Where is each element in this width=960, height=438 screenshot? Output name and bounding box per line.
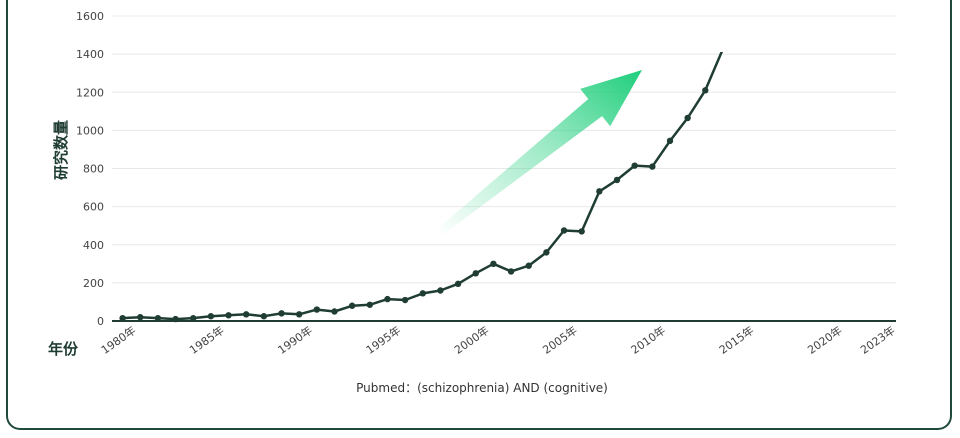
chart-caption: Pubmed：(schizophrenia) AND (cognitive) bbox=[356, 381, 608, 395]
y-tick-label: 1200 bbox=[76, 86, 104, 99]
data-point bbox=[366, 301, 374, 308]
trend-arrow bbox=[437, 70, 642, 236]
data-point bbox=[225, 312, 232, 319]
x-tick-label: 1995年 bbox=[363, 323, 403, 357]
y-tick-label: 600 bbox=[83, 201, 104, 214]
data-point bbox=[260, 313, 268, 320]
data-point bbox=[119, 314, 126, 322]
x-tick-label: 2005年 bbox=[540, 323, 580, 357]
data-point bbox=[684, 114, 691, 122]
data-point bbox=[401, 296, 409, 304]
data-point bbox=[154, 314, 162, 322]
y-tick-label: 800 bbox=[83, 163, 104, 176]
x-tick-label: 1980年 bbox=[98, 323, 138, 357]
data-point bbox=[207, 313, 215, 320]
data-point bbox=[543, 249, 550, 256]
chart-card bbox=[6, 0, 952, 430]
data-point bbox=[560, 227, 568, 234]
y-tick-label: 200 bbox=[83, 277, 104, 290]
x-tick-label: 2000年 bbox=[451, 323, 491, 357]
data-point bbox=[384, 295, 391, 303]
data-point bbox=[472, 270, 479, 277]
data-point bbox=[525, 262, 532, 269]
y-tick-label: 1600 bbox=[76, 10, 104, 23]
x-tick-label: 2023年 bbox=[858, 323, 898, 357]
y-tick-label: 400 bbox=[83, 239, 104, 252]
data-point bbox=[631, 162, 638, 169]
data-point bbox=[278, 310, 285, 317]
x-tick-label: 2015年 bbox=[716, 323, 756, 357]
data-point bbox=[507, 268, 515, 275]
data-point bbox=[454, 280, 462, 288]
x-axis-title: 年份 bbox=[48, 340, 79, 358]
data-point bbox=[490, 260, 497, 268]
x-tick-label: 1985年 bbox=[187, 323, 227, 357]
data-point bbox=[295, 311, 303, 318]
trend-arrow-shape bbox=[437, 70, 642, 236]
data-point bbox=[172, 315, 179, 323]
data-point bbox=[331, 308, 338, 315]
data-point bbox=[578, 228, 585, 235]
x-tick-label: 1990年 bbox=[275, 323, 315, 357]
grid bbox=[112, 15, 896, 284]
y-axis-title: 研究数量 bbox=[52, 120, 70, 180]
data-point bbox=[649, 163, 656, 170]
data-point bbox=[596, 188, 603, 195]
data-point bbox=[190, 314, 197, 322]
y-tick-label: 0 bbox=[97, 315, 104, 328]
series-layer bbox=[119, 52, 723, 323]
y-tick-label: 1400 bbox=[76, 48, 104, 61]
data-point bbox=[242, 311, 250, 318]
series-line bbox=[122, 52, 723, 321]
data-point bbox=[702, 87, 709, 94]
data-point bbox=[613, 176, 621, 184]
data-point bbox=[348, 302, 356, 309]
x-tick-label: 2020年 bbox=[805, 323, 845, 357]
axes: 0 200 400 600 800 1000 1200 1400 1600 1980年 1985年 1… bbox=[76, 10, 898, 357]
data-point bbox=[419, 290, 426, 297]
data-point bbox=[137, 313, 144, 321]
y-tick-label: 1000 bbox=[76, 124, 104, 137]
data-point bbox=[437, 287, 444, 294]
x-tick-label: 2010年 bbox=[628, 323, 668, 357]
data-point bbox=[313, 306, 321, 313]
data-point bbox=[666, 137, 674, 145]
